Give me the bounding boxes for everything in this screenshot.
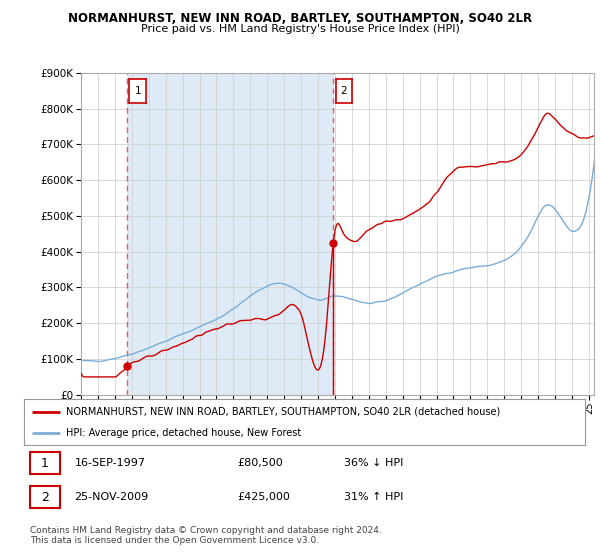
Text: 25-NOV-2009: 25-NOV-2009	[74, 492, 149, 502]
Text: Contains HM Land Registry data © Crown copyright and database right 2024.: Contains HM Land Registry data © Crown c…	[30, 526, 382, 535]
Text: 31% ↑ HPI: 31% ↑ HPI	[344, 492, 403, 502]
FancyBboxPatch shape	[29, 486, 61, 508]
Text: HPI: Average price, detached house, New Forest: HPI: Average price, detached house, New …	[66, 428, 301, 438]
Text: 1: 1	[41, 456, 49, 470]
FancyBboxPatch shape	[29, 452, 61, 474]
Text: NORMANHURST, NEW INN ROAD, BARTLEY, SOUTHAMPTON, SO40 2LR: NORMANHURST, NEW INN ROAD, BARTLEY, SOUT…	[68, 12, 532, 25]
Text: Price paid vs. HM Land Registry's House Price Index (HPI): Price paid vs. HM Land Registry's House …	[140, 24, 460, 34]
Text: NORMANHURST, NEW INN ROAD, BARTLEY, SOUTHAMPTON, SO40 2LR (detached house): NORMANHURST, NEW INN ROAD, BARTLEY, SOUT…	[66, 407, 500, 417]
Text: 2: 2	[41, 491, 49, 503]
Text: 16-SEP-1997: 16-SEP-1997	[74, 458, 145, 468]
Text: This data is licensed under the Open Government Licence v3.0.: This data is licensed under the Open Gov…	[30, 536, 319, 545]
Text: 36% ↓ HPI: 36% ↓ HPI	[344, 458, 403, 468]
Bar	[127, 73, 333, 395]
Text: £425,000: £425,000	[237, 492, 290, 502]
Text: £80,500: £80,500	[237, 458, 283, 468]
